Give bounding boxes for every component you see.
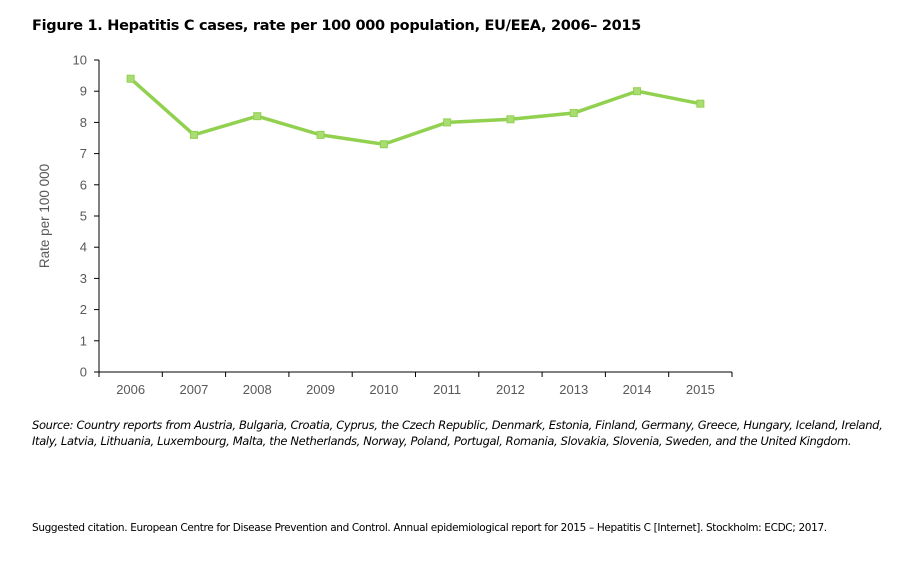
y-tick-label: 5 xyxy=(80,209,87,224)
x-tick-label: 2006 xyxy=(116,382,145,397)
data-point-marker xyxy=(189,130,198,139)
data-point-marker xyxy=(316,130,325,139)
y-axis-title: Rate per 100 000 xyxy=(37,164,52,268)
x-tick-label: 2012 xyxy=(496,382,525,397)
x-tick-label: 2007 xyxy=(179,382,208,397)
x-tick-label: 2015 xyxy=(686,382,715,397)
y-tick-label: 6 xyxy=(80,177,87,192)
y-tick-label: 3 xyxy=(80,271,87,286)
x-tick-label: 2014 xyxy=(623,382,652,397)
y-tick-label: 8 xyxy=(80,115,87,130)
data-point-marker xyxy=(506,115,515,124)
y-tick-label: 7 xyxy=(80,146,87,161)
data-point-marker xyxy=(253,112,262,121)
y-tick-label: 9 xyxy=(80,84,87,99)
x-tick-label: 2011 xyxy=(433,382,461,397)
data-point-marker xyxy=(569,109,578,118)
source-note: Source: Country reports from Austria, Bu… xyxy=(32,418,883,448)
y-tick-label: 2 xyxy=(80,302,87,317)
y-tick-label: 4 xyxy=(80,240,87,255)
series-line xyxy=(128,76,703,146)
data-point-marker xyxy=(443,118,452,127)
x-tick-label: 2008 xyxy=(243,382,272,397)
data-point-marker xyxy=(379,140,388,149)
data-point-marker xyxy=(696,99,705,108)
x-axis: 2006 2007 2008 2009 2010 2011 2012 2013 2014 2015 xyxy=(98,371,733,397)
x-tick-label: 2013 xyxy=(559,382,588,397)
data-point-marker xyxy=(126,74,135,83)
figure-title: Figure 1. Hepatitis C cases, rate per 10… xyxy=(32,18,641,34)
x-tick-label: 2010 xyxy=(369,382,398,397)
y-tick-label: 1 xyxy=(80,333,87,348)
citation-note: Suggested citation. European Centre for … xyxy=(32,522,827,534)
series-group xyxy=(126,74,705,149)
data-point-marker xyxy=(633,87,642,96)
y-tick-label: 10 xyxy=(73,53,87,68)
y-axis: 0 1 2 3 4 5 6 7 8 9 10 xyxy=(73,53,100,380)
x-tick-label: 2009 xyxy=(306,382,335,397)
y-tick-label: 0 xyxy=(80,365,87,380)
